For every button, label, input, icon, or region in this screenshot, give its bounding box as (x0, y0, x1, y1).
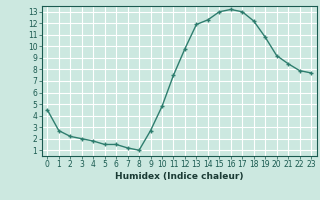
X-axis label: Humidex (Indice chaleur): Humidex (Indice chaleur) (115, 172, 244, 181)
